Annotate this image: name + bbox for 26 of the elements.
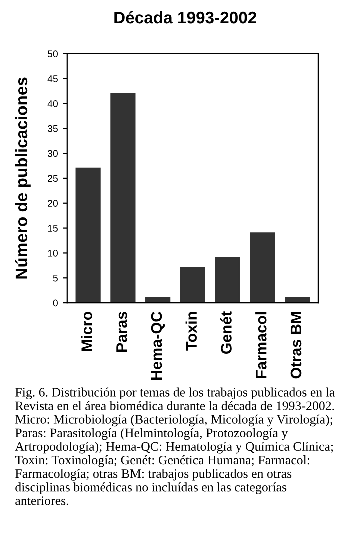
x-tick-label: Genét — [220, 312, 232, 354]
x-tick-label: Farmacol — [256, 312, 267, 378]
x-tick-label: Micro — [81, 312, 92, 352]
y-tick-label: 0 — [53, 300, 58, 307]
bar — [110, 93, 136, 304]
y-tick-label: 15 — [48, 225, 58, 232]
bar — [250, 232, 276, 304]
chart-title: Década 1993-2002 — [114, 11, 257, 24]
x-tick-label: Hema-QC — [151, 312, 166, 380]
y-tick-label: 20 — [48, 200, 58, 208]
y-tick-label: 45 — [48, 76, 58, 82]
y-tick-label: 25 — [48, 175, 58, 182]
bar — [180, 267, 206, 304]
y-tick-label: 30 — [48, 150, 58, 158]
text: Fig. 6. Distribución por temas de los trabajos publicados en la Revista en el área biomédica durante la década de 1993-2002. Micro: Microbiología (Bacteriología, Micología y Virología); Paras: Parasitología (Helmintología, Protozoología y Artropodología); Hema-QC: Hematología y Química Clínica; Toxin: Toxinología; Genét: Genética Humana; Farmacol: Farmacología; otras BM: trabajos publicados en otras disciplinas biomédicas no incluídas en las categorías anteriores. — [15, 388, 335, 506]
y-tick-label: 40 — [48, 100, 58, 108]
y-tick-label: 50 — [48, 50, 58, 58]
x-tick-label: Paras — [116, 312, 128, 352]
y-axis-title: Número de publicaciones — [15, 78, 31, 279]
y-tick-label: 35 — [48, 125, 58, 132]
y-tick-label: 10 — [48, 250, 58, 257]
x-tick-label: Toxin — [186, 312, 198, 351]
bar — [215, 258, 240, 304]
y-tick-label: 5 — [53, 274, 58, 282]
bar — [76, 168, 101, 304]
x-tick-label: Otras BM — [290, 312, 302, 379]
